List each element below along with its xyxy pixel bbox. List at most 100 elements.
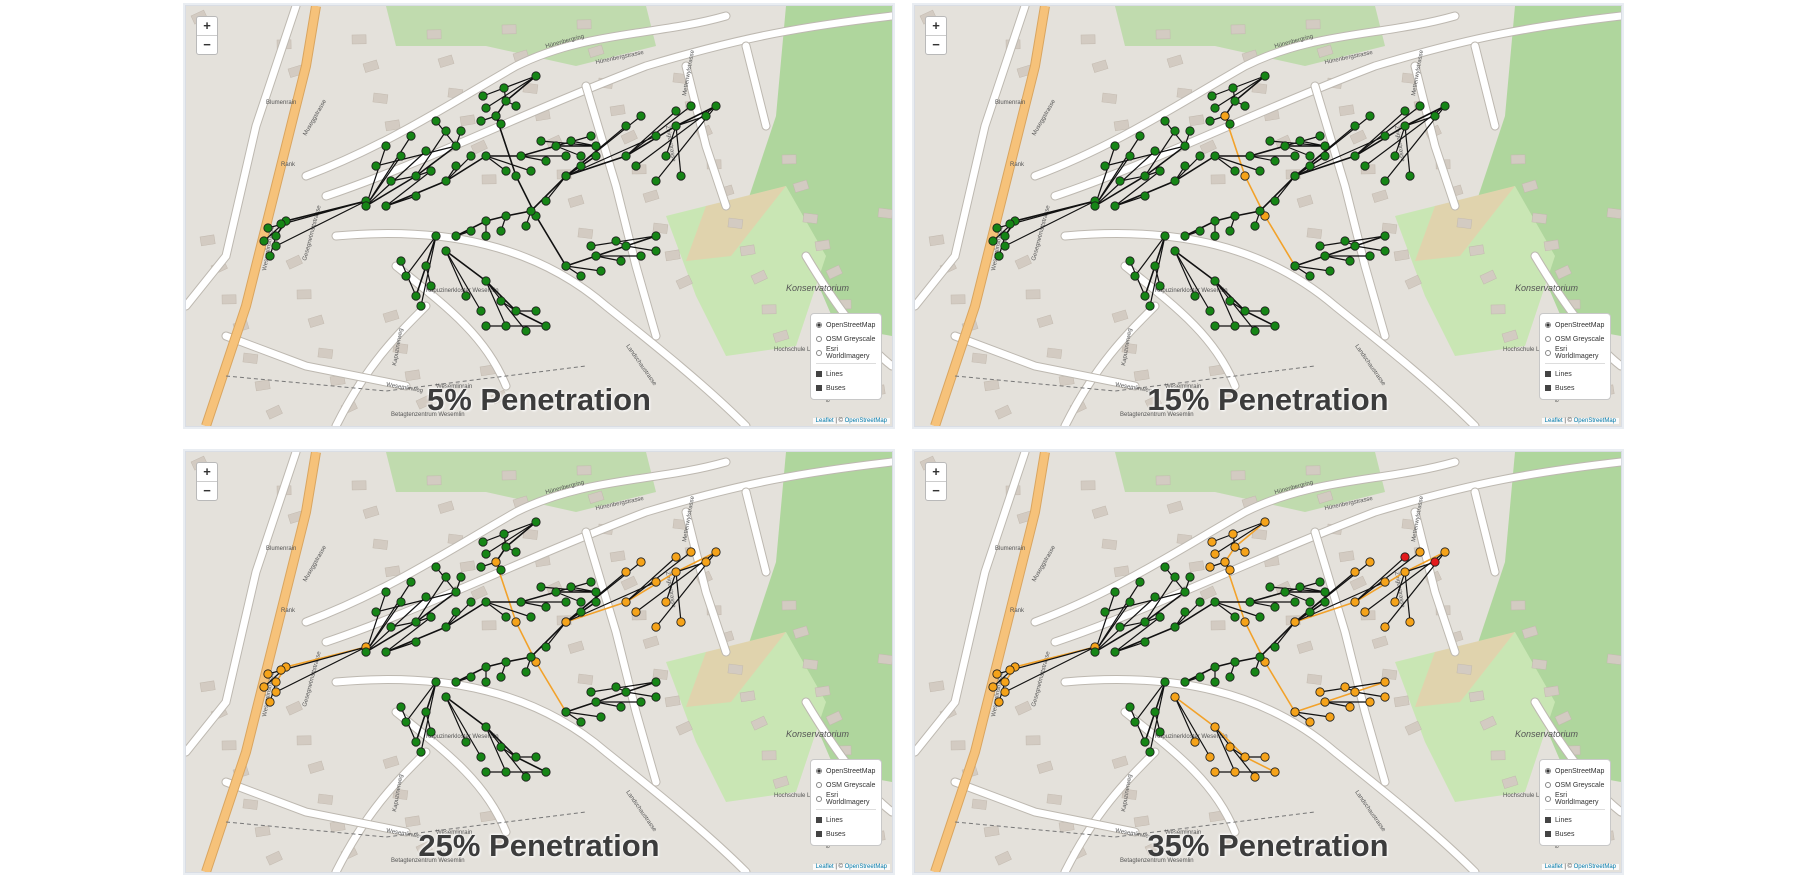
bus-node[interactable] [259, 682, 269, 692]
bus-node[interactable] [541, 642, 551, 652]
bus-node[interactable] [381, 141, 391, 151]
bus-node[interactable] [551, 141, 561, 151]
bus-node[interactable] [591, 141, 601, 151]
branch-line[interactable] [1094, 591, 1116, 653]
bus-node[interactable] [1305, 151, 1315, 161]
feeder-line[interactable] [445, 250, 547, 327]
bus-node[interactable] [1240, 101, 1250, 111]
bus-node[interactable] [481, 276, 491, 286]
bus-node[interactable] [531, 752, 541, 762]
bus-node[interactable] [1230, 211, 1240, 221]
branch-line[interactable] [1404, 125, 1411, 177]
bus-node[interactable] [1185, 126, 1195, 136]
bus-node[interactable] [1180, 587, 1190, 597]
bus-node[interactable] [461, 291, 471, 301]
bus-node[interactable] [1210, 549, 1220, 559]
branch-line[interactable] [485, 726, 507, 773]
bus-node[interactable] [621, 597, 631, 607]
bus-node[interactable] [576, 161, 586, 171]
bus-node[interactable] [1415, 547, 1425, 557]
bus-node[interactable] [426, 612, 436, 622]
bus-node[interactable] [1400, 106, 1410, 116]
bus-node[interactable] [1180, 231, 1190, 241]
branch-line[interactable] [1114, 616, 1161, 653]
bus-node[interactable] [496, 672, 506, 682]
bus-node[interactable] [271, 687, 281, 697]
base-layer-option[interactable]: OSM Greyscale [1545, 778, 1605, 792]
bus-node[interactable] [1190, 291, 1200, 301]
branch-line[interactable] [1354, 245, 1386, 252]
bus-node[interactable] [671, 567, 681, 577]
bus-node[interactable] [431, 562, 441, 572]
bus-node[interactable] [1190, 737, 1200, 747]
bus-node[interactable] [1220, 557, 1230, 567]
bus-node[interactable] [1305, 161, 1315, 171]
branch-line[interactable] [365, 150, 427, 207]
feeder-line[interactable] [565, 681, 657, 713]
bus-node[interactable] [416, 301, 426, 311]
bus-node[interactable] [1320, 251, 1330, 261]
bus-node[interactable] [1320, 587, 1330, 597]
bus-node[interactable] [1380, 131, 1390, 141]
bus-node[interactable] [511, 171, 521, 181]
branch-line[interactable] [485, 155, 532, 172]
branch-line[interactable] [405, 235, 437, 277]
base-layer-option[interactable]: Esri WorldImagery [1545, 346, 1605, 360]
bus-node[interactable] [1365, 111, 1375, 121]
bus-node[interactable] [1150, 592, 1160, 602]
branch-line[interactable] [445, 250, 467, 297]
bus-node[interactable] [1270, 767, 1280, 777]
bus-node[interactable] [1240, 171, 1250, 181]
bus-node[interactable] [431, 116, 441, 126]
bus-node[interactable] [521, 221, 531, 231]
branch-line[interactable] [420, 235, 437, 307]
bus-node[interactable] [1180, 607, 1190, 617]
branch-line[interactable] [375, 145, 457, 167]
osm-link[interactable]: OpenStreetMap [1573, 418, 1616, 424]
bus-node[interactable] [1380, 677, 1390, 687]
bus-node[interactable] [1225, 296, 1235, 306]
bus-node[interactable] [1405, 617, 1415, 627]
bus-node[interactable] [451, 231, 461, 241]
bus-node[interactable] [686, 547, 696, 557]
bus-node[interactable] [265, 697, 275, 707]
bus-node[interactable] [1415, 101, 1425, 111]
branch-line[interactable] [675, 125, 682, 177]
bus-node[interactable] [1160, 116, 1170, 126]
branch-line[interactable] [1094, 596, 1156, 653]
bus-node[interactable] [501, 321, 511, 331]
branch-line[interactable] [1094, 581, 1141, 653]
bus-node[interactable] [1350, 687, 1360, 697]
bus-node[interactable] [1160, 231, 1170, 241]
bus-node[interactable] [711, 547, 721, 557]
bus-node[interactable] [441, 246, 451, 256]
bus-node[interactable] [1125, 256, 1135, 266]
bus-node[interactable] [451, 677, 461, 687]
bus-node[interactable] [1295, 582, 1305, 592]
bus-node[interactable] [396, 256, 406, 266]
bus-node[interactable] [1360, 607, 1370, 617]
leaflet-link[interactable]: Leaflet [1544, 418, 1563, 424]
branch-line[interactable] [1394, 571, 1406, 603]
zoom-in-button[interactable]: + [932, 464, 940, 479]
branch-line[interactable] [365, 596, 427, 653]
bus-node[interactable] [1250, 667, 1260, 677]
bus-node[interactable] [1110, 647, 1120, 657]
bus-node[interactable] [516, 597, 526, 607]
bus-node[interactable] [263, 223, 273, 233]
branch-line[interactable] [625, 245, 657, 252]
bus-node[interactable] [476, 116, 486, 126]
feeder-line[interactable] [1224, 115, 1296, 267]
bus-node[interactable] [1320, 597, 1330, 607]
bus-node[interactable] [511, 617, 521, 627]
bus-node[interactable] [1345, 702, 1355, 712]
bus-node[interactable] [671, 121, 681, 131]
bus-node[interactable] [406, 577, 416, 587]
bus-node[interactable] [541, 602, 551, 612]
bus-node[interactable] [636, 557, 646, 567]
branch-line[interactable] [590, 681, 657, 693]
bus-node[interactable] [1230, 96, 1240, 106]
bus-node[interactable] [451, 587, 461, 597]
bus-node[interactable] [1270, 602, 1280, 612]
bus-node[interactable] [1255, 612, 1265, 622]
